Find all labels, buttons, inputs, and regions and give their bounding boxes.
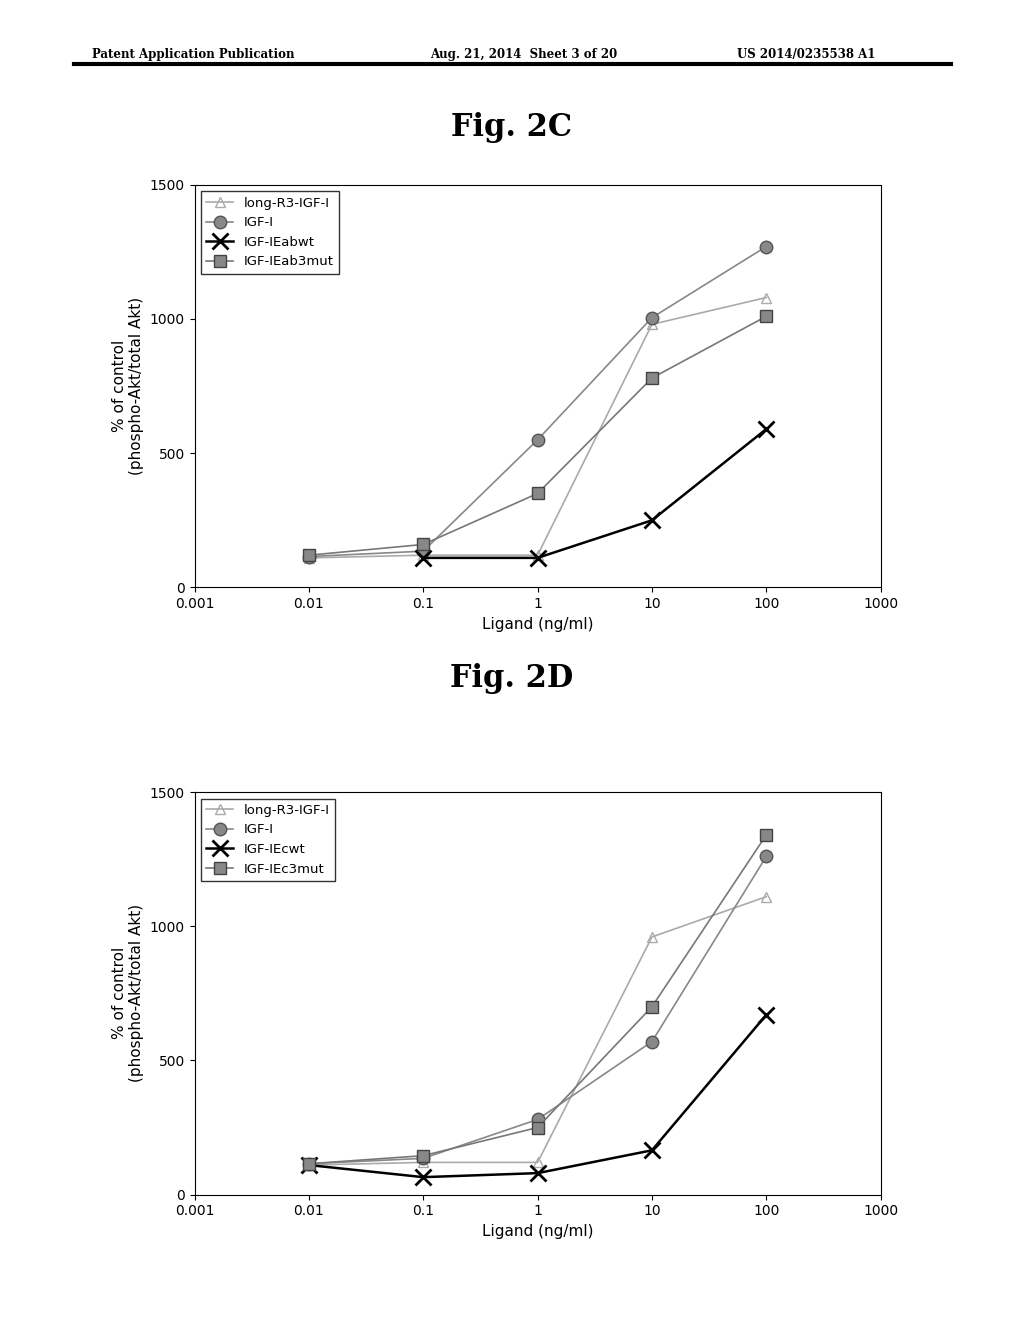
IGF-IEc3mut <box>646 999 658 1015</box>
Text: Fig. 2D: Fig. 2D <box>451 663 573 693</box>
long-R3-IGF-I <box>303 550 315 566</box>
IGF-IEc3mut <box>760 828 772 843</box>
IGF-IEcwt <box>760 1007 772 1023</box>
IGF-I <box>303 1156 315 1172</box>
IGF-IEabwt <box>531 550 544 566</box>
Text: Aug. 21, 2014  Sheet 3 of 20: Aug. 21, 2014 Sheet 3 of 20 <box>430 48 617 61</box>
IGF-IEc3mut <box>417 1148 429 1164</box>
Legend: long-R3-IGF-I, IGF-I, IGF-IEcwt, IGF-IEc3mut: long-R3-IGF-I, IGF-I, IGF-IEcwt, IGF-IEc… <box>201 799 335 880</box>
Text: Patent Application Publication: Patent Application Publication <box>92 48 295 61</box>
IGF-IEab3mut <box>303 548 315 564</box>
Line: IGF-IEabwt: IGF-IEabwt <box>416 421 774 565</box>
Y-axis label: % of control
(phospho-Akt/total Akt): % of control (phospho-Akt/total Akt) <box>112 297 144 475</box>
IGF-I <box>760 849 772 865</box>
IGF-I <box>303 549 315 565</box>
X-axis label: Ligand (ng/ml): Ligand (ng/ml) <box>482 1224 593 1239</box>
IGF-IEcwt <box>303 1158 315 1173</box>
Text: US 2014/0235538 A1: US 2014/0235538 A1 <box>737 48 876 61</box>
IGF-I <box>531 432 544 447</box>
long-R3-IGF-I <box>531 1155 544 1171</box>
Line: IGF-IEab3mut: IGF-IEab3mut <box>303 310 772 561</box>
IGF-I <box>531 1111 544 1127</box>
IGF-IEabwt <box>760 421 772 437</box>
IGF-I <box>417 544 429 560</box>
IGF-IEabwt <box>646 512 658 528</box>
long-R3-IGF-I <box>531 548 544 564</box>
IGF-IEab3mut <box>760 309 772 325</box>
IGF-IEc3mut <box>303 1156 315 1172</box>
IGF-IEcwt <box>531 1166 544 1181</box>
IGF-IEab3mut <box>646 370 658 385</box>
long-R3-IGF-I <box>760 888 772 904</box>
IGF-IEc3mut <box>531 1119 544 1135</box>
IGF-IEcwt <box>417 1170 429 1185</box>
IGF-I <box>760 239 772 255</box>
Line: IGF-IEc3mut: IGF-IEc3mut <box>303 829 772 1170</box>
Legend: long-R3-IGF-I, IGF-I, IGF-IEabwt, IGF-IEab3mut: long-R3-IGF-I, IGF-I, IGF-IEabwt, IGF-IE… <box>201 191 339 273</box>
Line: long-R3-IGF-I: long-R3-IGF-I <box>304 293 771 562</box>
X-axis label: Ligand (ng/ml): Ligand (ng/ml) <box>482 616 593 632</box>
Line: IGF-I: IGF-I <box>303 240 772 562</box>
Line: IGF-I: IGF-I <box>303 850 772 1170</box>
long-R3-IGF-I <box>417 1155 429 1171</box>
IGF-IEab3mut <box>531 486 544 502</box>
IGF-IEab3mut <box>417 536 429 552</box>
long-R3-IGF-I <box>646 929 658 945</box>
long-R3-IGF-I <box>417 548 429 564</box>
IGF-IEabwt <box>417 550 429 566</box>
long-R3-IGF-I <box>303 1158 315 1173</box>
Line: long-R3-IGF-I: long-R3-IGF-I <box>304 892 771 1170</box>
IGF-IEcwt <box>646 1142 658 1158</box>
Text: Fig. 2C: Fig. 2C <box>452 112 572 143</box>
Line: IGF-IEcwt: IGF-IEcwt <box>301 1007 774 1185</box>
Y-axis label: % of control
(phospho-Akt/total Akt): % of control (phospho-Akt/total Akt) <box>112 904 144 1082</box>
IGF-I <box>646 310 658 326</box>
IGF-I <box>417 1151 429 1167</box>
long-R3-IGF-I <box>760 289 772 305</box>
long-R3-IGF-I <box>646 317 658 333</box>
IGF-I <box>646 1034 658 1049</box>
